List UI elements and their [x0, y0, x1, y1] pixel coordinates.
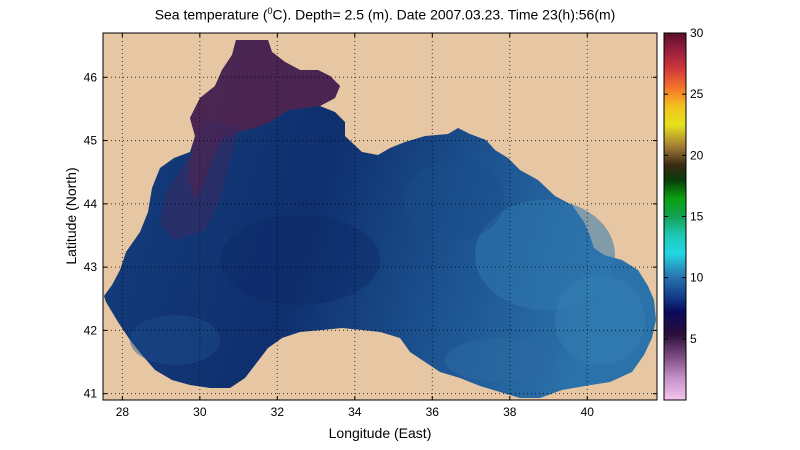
plot-frame [102, 32, 658, 401]
x-tick-label: 30 [193, 405, 207, 419]
title-superscript: 0 [267, 6, 273, 16]
northwest-shelf-water [188, 40, 340, 200]
x-axis-label: Longitude (East) [329, 425, 432, 441]
x-tick-label: 32 [271, 405, 285, 419]
y-tick-label: 41 [84, 387, 98, 401]
x-tick-label: 38 [503, 405, 517, 419]
y-tick-label: 42 [84, 323, 98, 337]
central-dark-patch [220, 215, 380, 305]
colorbar-tick-label: 10 [690, 271, 704, 285]
y-tick-label: 44 [84, 197, 98, 211]
x-axis-ticks: 28 30 32 34 36 38 40 [116, 33, 595, 419]
x-tick-label: 34 [348, 405, 362, 419]
south-coast-patch [445, 338, 555, 382]
title-prefix: Sea temperature ( [154, 6, 268, 23]
shelf-transition [160, 120, 240, 240]
southeast-patch [555, 275, 645, 365]
y-tick-label: 45 [84, 134, 98, 148]
east-central-patch [405, 160, 505, 240]
map-title: Sea temperature (0C). Depth= 2.5 (m). Da… [100, 6, 670, 23]
grid-lines [103, 33, 657, 400]
colorbar-tick-label: 15 [690, 210, 704, 224]
x-tick-label: 36 [426, 405, 440, 419]
colorbar-tick-label: 20 [690, 148, 704, 162]
y-tick-label: 46 [84, 70, 98, 84]
title-suffix: C). Depth= 2.5 (m). Date 2007.03.23. Tim… [272, 6, 616, 23]
southwest-patch [130, 315, 220, 365]
colorbar-tick-label: 30 [690, 26, 704, 40]
y-tick-label: 43 [84, 260, 98, 274]
x-tick-label: 40 [581, 405, 595, 419]
y-axis-label: Latitude (North) [63, 167, 79, 264]
colorbar-tick-label: 25 [690, 87, 704, 101]
colorbar-ticks: 5 10 15 20 25 30 [664, 26, 704, 346]
y-axis-ticks: 41 42 43 44 45 46 [84, 70, 657, 401]
colorbar-tick-label: 5 [690, 332, 697, 346]
x-tick-label: 28 [116, 405, 130, 419]
